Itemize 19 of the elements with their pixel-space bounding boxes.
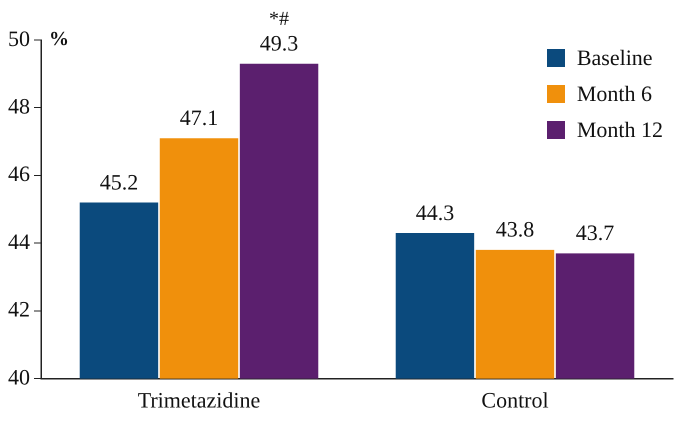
y-tick-label: 44 [8, 228, 30, 254]
data-label: 49.3 [260, 30, 298, 56]
y-tick-label: 40 [8, 364, 30, 390]
y-tick-label: 50 [8, 26, 30, 51]
x-tick-label: Trimetazidine [138, 388, 260, 413]
legend-label: Month 6 [576, 81, 652, 107]
data-label: 43.8 [496, 216, 534, 242]
legend-label: Baseline [576, 45, 653, 71]
data-label: 45.2 [100, 169, 138, 194]
x-tick-label: Control [481, 388, 549, 413]
data-label: 44.3 [416, 200, 454, 225]
data-label: 43.7 [576, 220, 614, 246]
y-tick-label: 42 [8, 296, 30, 322]
y-tick-label: 48 [8, 94, 30, 118]
y-axis-title: % [49, 28, 69, 50]
data-label: 47.1 [180, 104, 218, 130]
y-tick-label: 46 [8, 161, 30, 186]
legend-label: Month 12 [576, 117, 663, 143]
text: *# [269, 8, 290, 30]
